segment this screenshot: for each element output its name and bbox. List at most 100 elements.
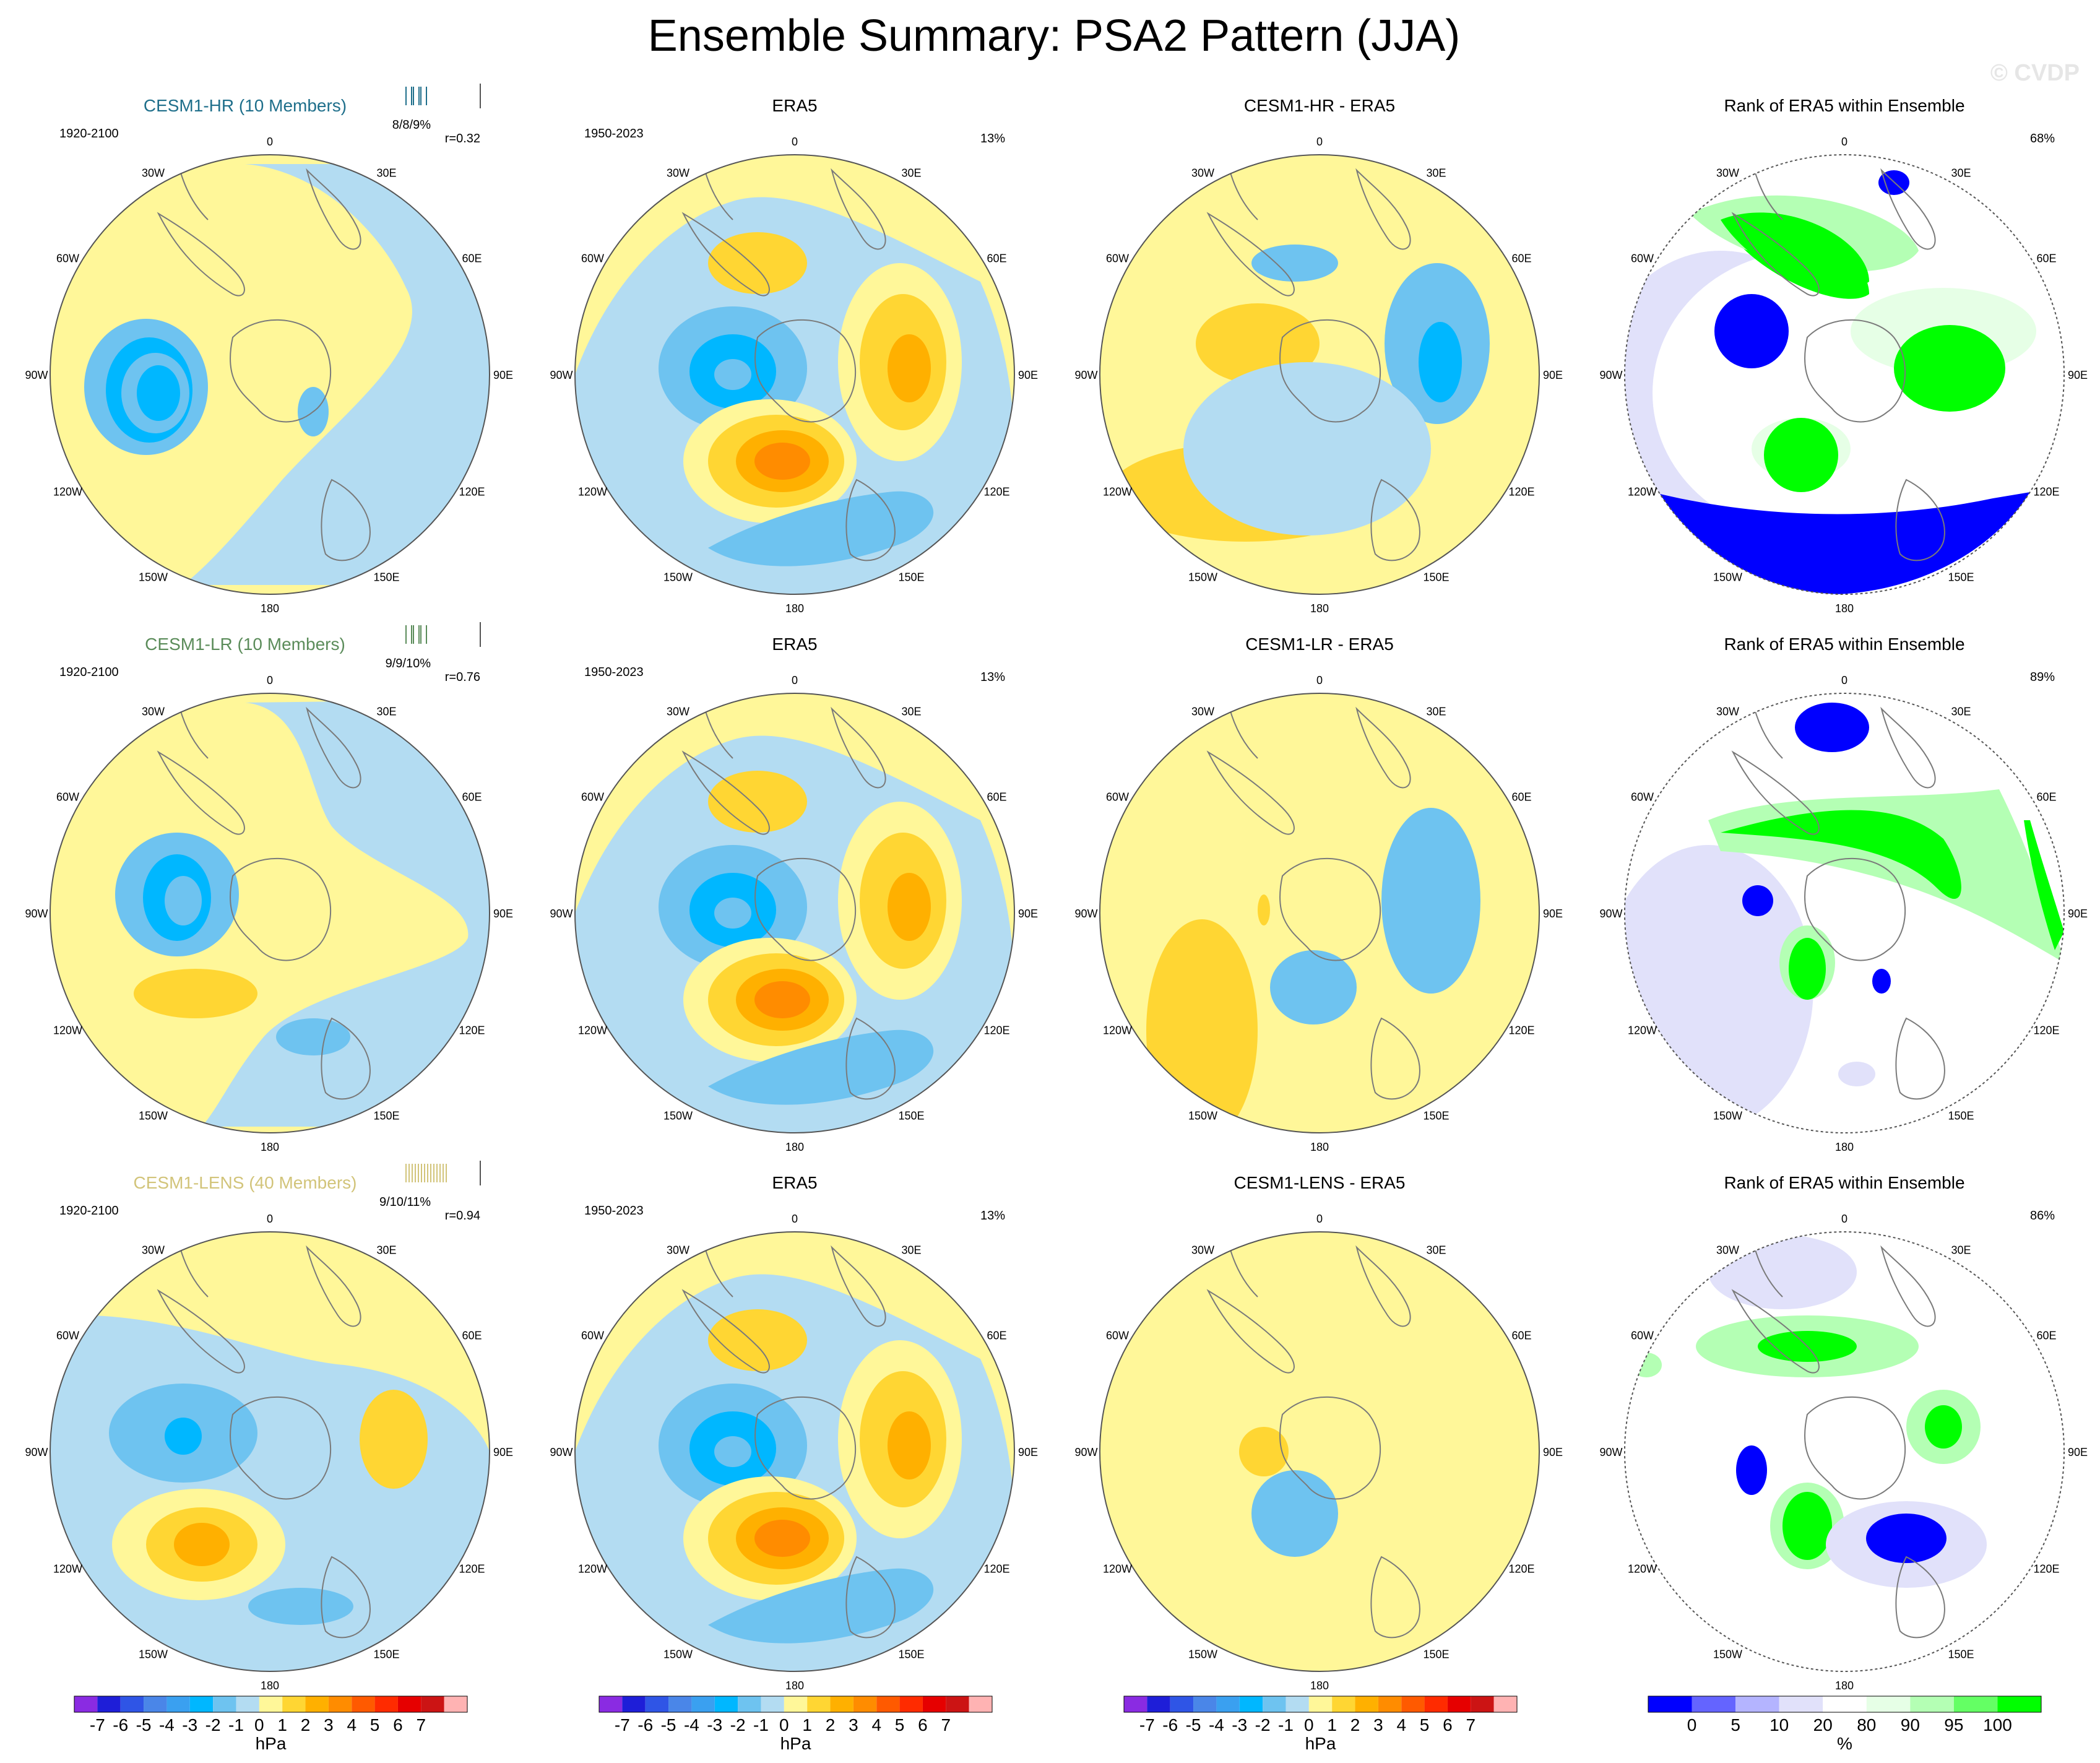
longitude-label: 180	[1310, 602, 1329, 615]
longitude-label: 150W	[663, 1109, 693, 1122]
colorbar-swatch	[645, 1696, 669, 1712]
map-panel-obs-row2: 0 30E 60E 90E 120E 150E 180 150W 120W 90W 60W 30W ER…	[550, 635, 1038, 1153]
coastline	[306, 168, 361, 250]
coastline	[230, 857, 332, 961]
longitude-label: 120W	[578, 1563, 607, 1575]
contour-region	[1721, 212, 1869, 290]
coastline	[681, 1289, 770, 1374]
colorbar-swatch	[305, 1696, 329, 1712]
longitude-label: 90W	[1599, 369, 1622, 381]
contour-region	[714, 359, 751, 390]
contour-region	[174, 1523, 230, 1566]
coastlines	[1206, 157, 1420, 561]
map-boundary	[574, 693, 1015, 1133]
period-label: 1950-2023	[584, 127, 644, 141]
coastline	[681, 750, 770, 835]
longitude-label: 120E	[1508, 1024, 1534, 1037]
contour-region	[137, 365, 180, 421]
colorbar-swatch	[374, 1696, 398, 1712]
longitude-label: 150W	[139, 1648, 168, 1660]
longitude-label: 180	[1835, 1141, 1854, 1153]
colorbar-tick-label: 5	[370, 1715, 380, 1735]
colorbar-swatch	[1648, 1696, 1692, 1712]
coastline	[321, 479, 371, 561]
coastline	[230, 1396, 332, 1500]
map-boundary	[1099, 154, 1540, 595]
longitude-label: 60E	[2036, 1330, 2056, 1342]
coastline	[1370, 1017, 1420, 1100]
coastline	[831, 1245, 886, 1327]
colorbar-tick-label: -1	[1278, 1715, 1294, 1735]
map-panel-obs-row1: 0 30E 60E 90E 120E 150E 180 150W 120W 90W 60W 30W ER…	[550, 96, 1038, 615]
contour-field	[50, 155, 490, 594]
colorbar-tick-label: 3	[324, 1715, 334, 1735]
longitude-label: 150E	[1948, 571, 1974, 583]
longitude-label: 150W	[663, 1648, 693, 1660]
contour-region	[1653, 492, 2030, 594]
colorbar-swatch	[1866, 1696, 1911, 1712]
longitude-label: 60E	[987, 253, 1006, 265]
longitude-label: 90E	[1018, 1446, 1038, 1458]
contour-region	[754, 1520, 810, 1557]
contour-region	[708, 1568, 934, 1644]
colorbar-swatch	[166, 1696, 190, 1712]
colorbar-swatch	[421, 1696, 444, 1712]
longitude-label: 0	[1841, 1213, 1847, 1225]
longitude-label: 150E	[1423, 571, 1449, 583]
longitude-label: 150E	[1948, 1109, 1974, 1122]
colorbar-swatch	[899, 1696, 923, 1712]
contour-region	[1795, 703, 1869, 752]
longitude-label: 120E	[459, 1024, 485, 1037]
cvdp-watermark: © CVDP	[1990, 60, 2080, 86]
coastlines	[681, 157, 896, 561]
coastline	[1880, 1245, 1936, 1327]
longitude-label: 60W	[581, 1330, 604, 1342]
longitude-label: 60E	[987, 791, 1006, 804]
hpa-colorbar: -7 -6 -5 -4 -3 -2 -1 0 1 2 3 4 5 6 7 hPa	[74, 1696, 468, 1753]
colorbar-swatch	[946, 1696, 969, 1712]
colorbar-tick-label: 3	[849, 1715, 858, 1735]
longitude-label: 90W	[1074, 1446, 1097, 1458]
colorbar-tick-label: -5	[136, 1715, 152, 1735]
longitude-label: 120E	[2033, 1024, 2059, 1037]
colorbar-tick-label: -5	[661, 1715, 676, 1735]
coastline	[1279, 1396, 1381, 1500]
pattern-correlation: r=0.94	[445, 1209, 480, 1223]
longitude-label: 30W	[142, 706, 165, 718]
contour-region	[183, 164, 490, 585]
longitude-label: 30W	[1716, 1244, 1739, 1257]
coastlines	[1206, 1234, 1420, 1639]
model-title: CESM1-HR (10 Members)	[144, 96, 347, 115]
contour-region	[708, 1029, 934, 1105]
coastline	[157, 750, 245, 835]
longitude-label: 30W	[1191, 167, 1214, 180]
longitude-label: 180	[785, 1141, 804, 1153]
colorbar-tick-label: -6	[1162, 1715, 1178, 1735]
map-boundary	[1624, 1231, 2065, 1672]
contour-region	[1381, 808, 1480, 994]
coastlines	[681, 1234, 896, 1639]
colorbar-swatch	[1953, 1696, 1998, 1712]
map-panel-model-row1: 0 30E 60E 90E 120E 150E 180 150W 120W 90W 60W 30W CE…	[25, 84, 513, 615]
colorbar-tick-label: 0	[1304, 1715, 1314, 1735]
contour-region	[1721, 810, 1961, 899]
longitude-label: 90W	[1074, 369, 1097, 381]
longitude-label: 180	[261, 602, 279, 615]
colorbar-swatch	[1216, 1696, 1240, 1712]
coastline	[1355, 168, 1411, 250]
contour-region	[1239, 1427, 1289, 1476]
hpa-colorbar: -7 -6 -5 -4 -3 -2 -1 0 1 2 3 4 5 6 7 hPa	[598, 1696, 993, 1753]
colorbar-tick-label: 2	[301, 1715, 311, 1735]
longitude-label: 90W	[1599, 1446, 1622, 1458]
contour-region	[1736, 1445, 1767, 1495]
period-label: 1950-2023	[584, 1204, 644, 1218]
map-boundary	[50, 154, 490, 595]
pattern-stats: 9/9/10%	[386, 657, 431, 670]
longitude-label: 30E	[1951, 1244, 1971, 1257]
coastline	[1206, 1289, 1295, 1374]
colorbar-frame	[1648, 1696, 2042, 1713]
contour-region	[1894, 325, 2005, 412]
colorbar-swatch	[668, 1696, 692, 1712]
coastline	[1804, 857, 1906, 961]
longitude-label: 90W	[550, 907, 573, 920]
